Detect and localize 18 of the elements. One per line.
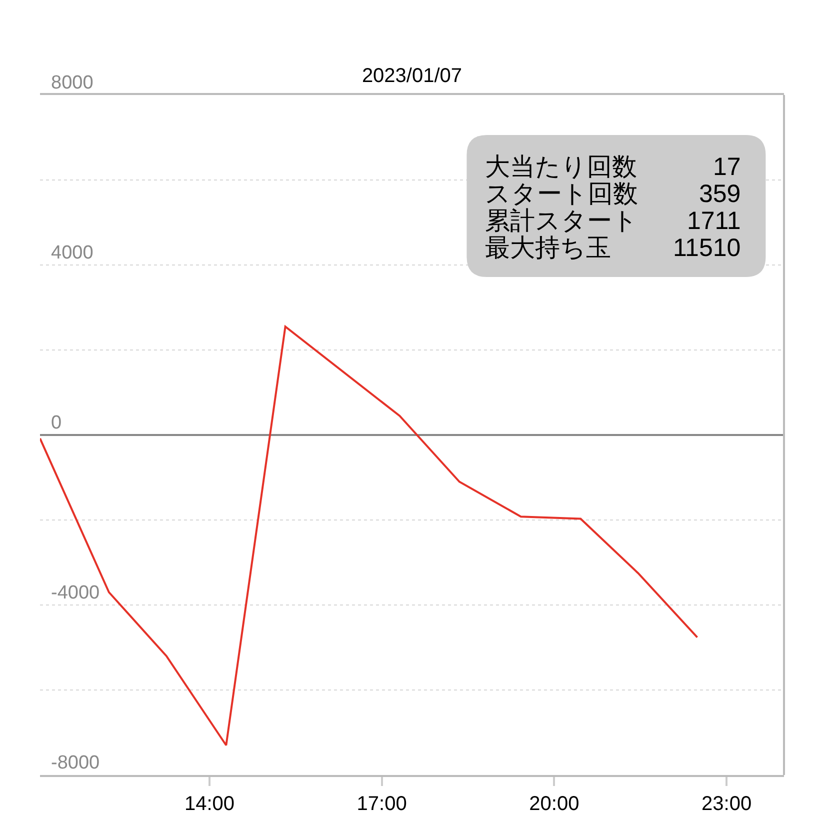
y-tick-label: -8000 xyxy=(51,752,100,774)
annotation: 359 xyxy=(699,180,741,208)
annotation: スタート回数 xyxy=(485,180,638,208)
chart-title: 2023/01/07 xyxy=(362,65,462,87)
annotation: 11510 xyxy=(673,234,741,262)
y-tick-label: 8000 xyxy=(51,72,94,94)
annotation: 累計スタート xyxy=(485,207,638,235)
annotation: 1711 xyxy=(687,207,741,235)
x-tick-label: 20:00 xyxy=(529,793,580,815)
y-tick-label: -4000 xyxy=(51,582,100,604)
y-tick-label: 4000 xyxy=(51,242,94,264)
annotation: 大当たり回数 xyxy=(485,153,637,181)
annotation: 最大持ち玉 xyxy=(485,234,611,262)
x-tick-label: 14:00 xyxy=(184,793,235,815)
y-tick-label: 0 xyxy=(51,412,62,434)
annotation: 17 xyxy=(713,153,741,181)
x-tick-label: 23:00 xyxy=(702,793,752,815)
x-tick-label: 17:00 xyxy=(356,793,407,815)
